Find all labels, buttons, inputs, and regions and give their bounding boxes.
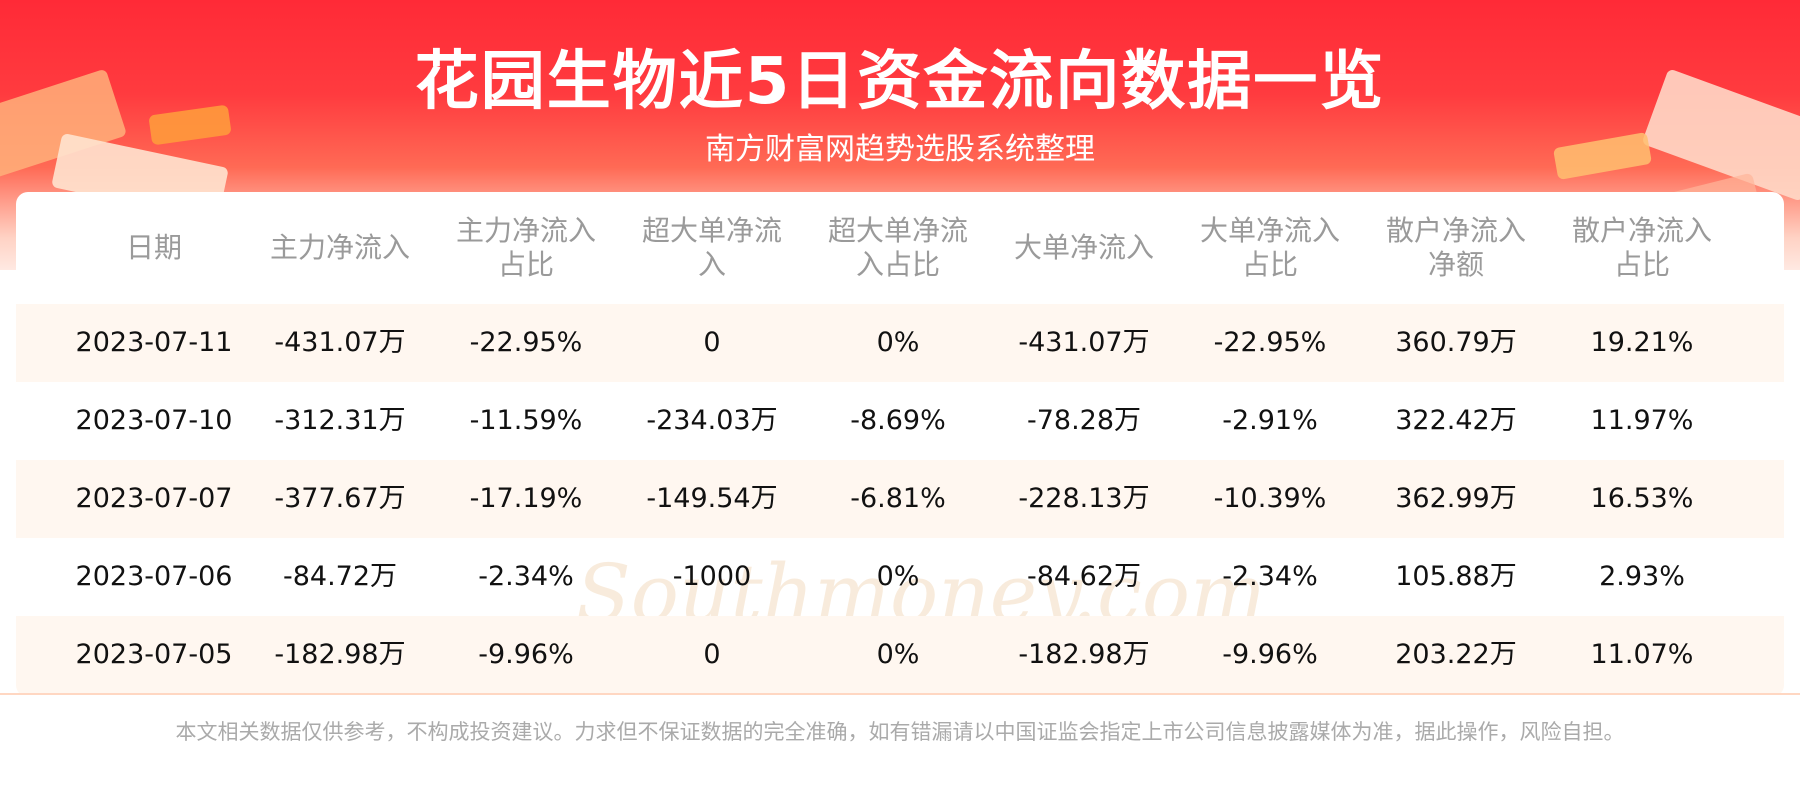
value-cell: -2.34% <box>1222 561 1318 592</box>
column-header: 主力净流入 <box>247 231 433 265</box>
date-cell: 2023-07-06 <box>75 561 233 592</box>
column-header: 散户净流入 占比 <box>1549 214 1735 282</box>
value-cell: -22.95% <box>469 327 583 358</box>
column-header: 超大单净流入 <box>619 214 805 282</box>
value-cell: -84.72万 <box>282 561 398 592</box>
value-cell: -8.69% <box>850 405 946 436</box>
value-cell: 0 <box>703 327 721 358</box>
column-header-line: 占比 <box>1241 248 1298 281</box>
column-header-line: 占比 <box>497 248 554 281</box>
column-header-line: 主力净流入 <box>269 231 410 264</box>
value-cell: 0 <box>703 639 721 670</box>
column-header-line: 超大单净流 <box>827 214 968 247</box>
table-row: 2023-07-07 -377.67万 -17.19% -149.54万 -6.81% -… <box>16 460 1784 538</box>
value-cell: -6.81% <box>850 483 946 514</box>
value-cell: -2.34% <box>478 561 574 592</box>
value-cell: 2.93% <box>1599 561 1685 592</box>
value-cell: -182.98万 <box>1018 639 1150 670</box>
value-cell: 0% <box>876 639 920 670</box>
value-cell: 11.97% <box>1590 405 1694 436</box>
data-table-card: 南方财富网 Southmoney.com 日期主力净流入主力净流入占比超大单净流… <box>16 192 1784 697</box>
column-header: 超大单净流 入占比 <box>805 214 991 282</box>
column-header: 大单净流入 占比 <box>1177 214 1363 282</box>
value-cell: -9.96% <box>1222 639 1318 670</box>
value-cell: -22.95% <box>1213 327 1327 358</box>
column-header-line: 超大单净流 <box>641 214 782 247</box>
column-header-line: 占比 <box>1613 248 1670 281</box>
value-cell: 203.22万 <box>1395 639 1517 670</box>
column-header-line: 日期 <box>125 231 182 264</box>
value-cell: 322.42万 <box>1395 405 1517 436</box>
value-cell: 11.07% <box>1590 639 1694 670</box>
value-cell: -149.54万 <box>646 483 778 514</box>
value-cell: -11.59% <box>469 405 583 436</box>
value-cell: 0% <box>876 327 920 358</box>
column-header-line: 主力净流入 <box>455 214 596 247</box>
date-cell: 2023-07-05 <box>75 639 233 670</box>
value-cell: -9.96% <box>478 639 574 670</box>
date-cell: 2023-07-10 <box>75 405 233 436</box>
table-row: 2023-07-06 -84.72万 -2.34% -1000 0% -84.62万 -2.… <box>16 538 1784 616</box>
value-cell: 360.79万 <box>1395 327 1517 358</box>
column-header: 散户净流入 净额 <box>1363 214 1549 282</box>
value-cell: -228.13万 <box>1018 483 1150 514</box>
table-header: 日期 主力净流入 主力净流入 占比 超大单净流入超大单净流 入占比 大单净流入 大单净流入 占比… <box>16 192 1784 304</box>
value-cell: -431.07万 <box>274 327 406 358</box>
value-cell: 0% <box>876 561 920 592</box>
footer-divider <box>0 693 1800 695</box>
table-row: 2023-07-10 -312.31万 -11.59% -234.03万 -8.69% -… <box>16 382 1784 460</box>
value-cell: -234.03万 <box>646 405 778 436</box>
column-header-line: 大单净流入 <box>1013 231 1154 264</box>
table-row: 2023-07-05 -182.98万 -9.96% 0 0% -182.98万 -9.96… <box>16 616 1784 694</box>
value-cell: -17.19% <box>469 483 583 514</box>
column-header-line: 大单净流入 <box>1199 214 1340 247</box>
value-cell: -10.39% <box>1213 483 1327 514</box>
column-header: 日期 <box>61 231 247 265</box>
value-cell: 105.88万 <box>1395 561 1517 592</box>
value-cell: -1000 <box>672 561 752 592</box>
value-cell: 16.53% <box>1590 483 1694 514</box>
column-header-line: 入占比 <box>855 248 940 281</box>
value-cell: -377.67万 <box>274 483 406 514</box>
table-row: 2023-07-11 -431.07万 -22.95% 0 0% -431.07万 -22.… <box>16 304 1784 382</box>
value-cell: -431.07万 <box>1018 327 1150 358</box>
column-header-line: 散户净流入 <box>1571 214 1712 247</box>
column-header-line: 散户净流入 <box>1385 214 1526 247</box>
value-cell: -2.91% <box>1222 405 1318 436</box>
value-cell: 362.99万 <box>1395 483 1517 514</box>
column-header-line: 净额 <box>1427 248 1484 281</box>
value-cell: -84.62万 <box>1026 561 1142 592</box>
value-cell: -312.31万 <box>274 405 406 436</box>
date-cell: 2023-07-11 <box>75 327 233 358</box>
date-cell: 2023-07-07 <box>75 483 233 514</box>
value-cell: -78.28万 <box>1026 405 1142 436</box>
column-header-line: 入 <box>697 248 726 281</box>
column-header: 大单净流入 <box>991 231 1177 265</box>
value-cell: 19.21% <box>1590 327 1694 358</box>
value-cell: -182.98万 <box>274 639 406 670</box>
page-subtitle: 南方财富网趋势选股系统整理 <box>705 132 1095 167</box>
column-header: 主力净流入 占比 <box>433 214 619 282</box>
disclaimer-text: 本文相关数据仅供参考，不构成投资建议。力求但不保证数据的完全准确，如有错漏请以中… <box>175 720 1625 744</box>
page-title: 花园生物近5日资金流向数据一览 <box>414 45 1386 119</box>
